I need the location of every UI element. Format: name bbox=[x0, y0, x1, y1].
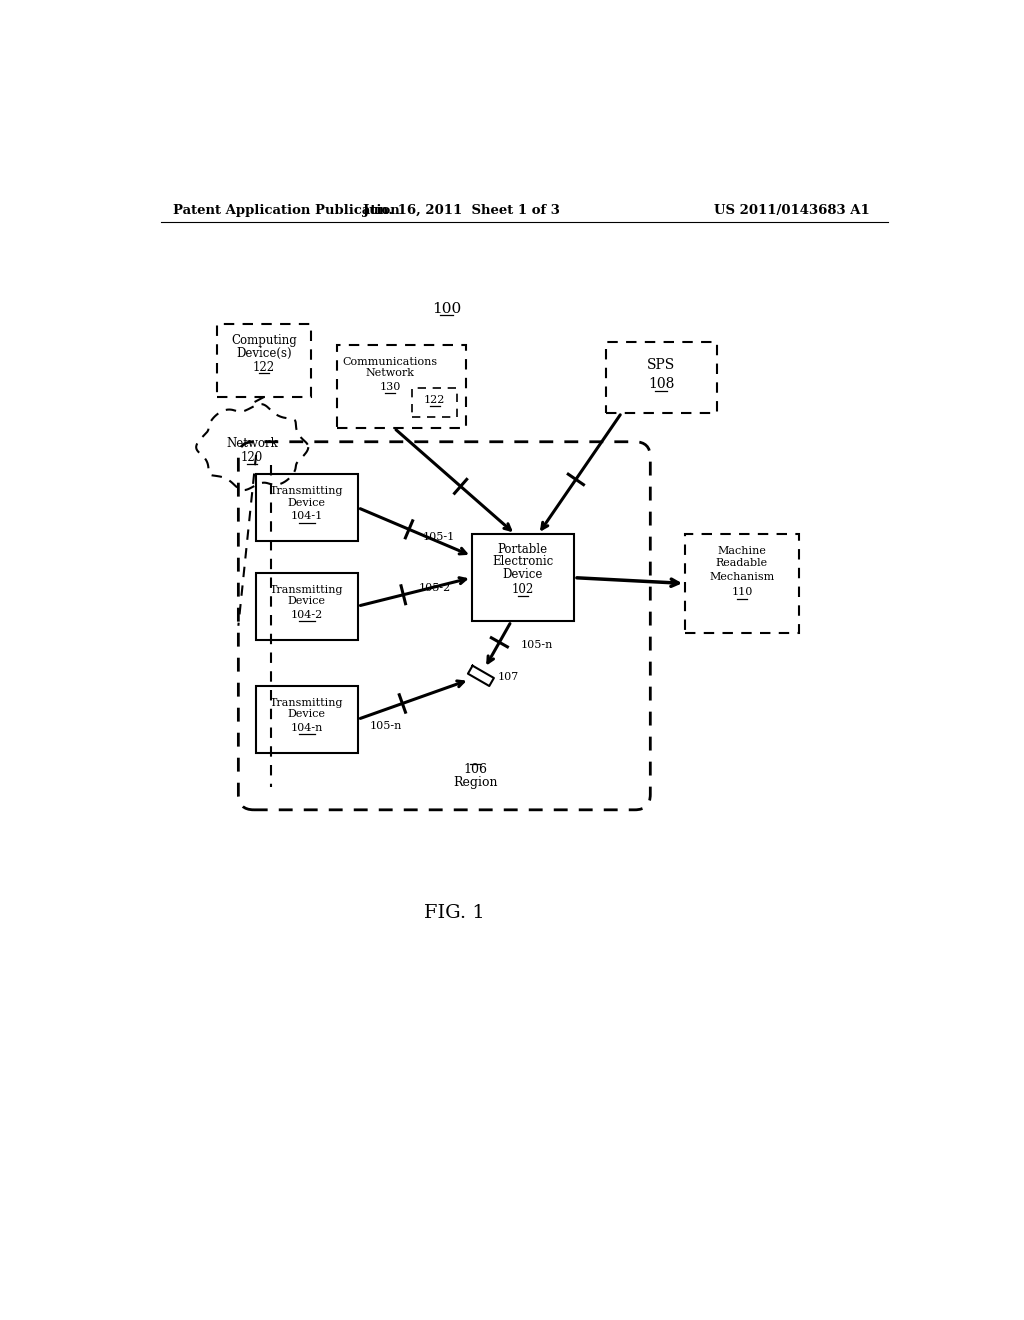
Text: Readable: Readable bbox=[716, 558, 768, 569]
Bar bbox=[256, 474, 357, 541]
Text: SPS: SPS bbox=[647, 358, 676, 372]
Text: Portable: Portable bbox=[498, 543, 548, 556]
Text: 107: 107 bbox=[498, 672, 519, 682]
Text: Communications: Communications bbox=[342, 356, 437, 367]
Text: 104-2: 104-2 bbox=[291, 610, 323, 620]
Text: Device(s): Device(s) bbox=[236, 347, 292, 360]
Text: Network: Network bbox=[366, 368, 415, 379]
Text: US 2011/0143683 A1: US 2011/0143683 A1 bbox=[714, 205, 869, 218]
Bar bbox=[217, 323, 310, 397]
Text: 130: 130 bbox=[379, 381, 400, 392]
Text: 110: 110 bbox=[731, 587, 753, 597]
Text: 104-1: 104-1 bbox=[291, 511, 323, 521]
Text: Region: Region bbox=[453, 776, 498, 789]
Bar bbox=[337, 345, 466, 428]
Text: 104-n: 104-n bbox=[291, 723, 324, 733]
Text: 105-2: 105-2 bbox=[419, 583, 451, 593]
Bar bbox=[472, 535, 574, 622]
Text: Transmitting: Transmitting bbox=[270, 486, 344, 496]
Text: Device: Device bbox=[503, 568, 543, 581]
Text: 105-n: 105-n bbox=[520, 640, 553, 649]
Bar bbox=[606, 342, 717, 412]
Bar bbox=[413, 388, 457, 417]
Text: Transmitting: Transmitting bbox=[270, 585, 344, 594]
Text: 105-1: 105-1 bbox=[423, 532, 456, 541]
Text: Mechanism: Mechanism bbox=[710, 572, 774, 582]
Text: Machine: Machine bbox=[718, 546, 766, 556]
Text: FIG. 1: FIG. 1 bbox=[424, 904, 484, 921]
Text: Device: Device bbox=[288, 709, 326, 719]
Bar bbox=[256, 573, 357, 640]
Text: Device: Device bbox=[288, 498, 326, 508]
Text: 102: 102 bbox=[512, 583, 534, 597]
Text: 100: 100 bbox=[432, 301, 461, 315]
Bar bbox=[685, 535, 799, 632]
Text: 120: 120 bbox=[241, 451, 263, 465]
Text: 106: 106 bbox=[463, 763, 487, 776]
Bar bbox=[256, 686, 357, 752]
Text: Device: Device bbox=[288, 597, 326, 606]
Text: 122: 122 bbox=[253, 360, 274, 374]
Polygon shape bbox=[468, 665, 494, 686]
Text: Computing: Computing bbox=[230, 334, 297, 347]
Text: Transmitting: Transmitting bbox=[270, 698, 344, 708]
Text: Patent Application Publication: Patent Application Publication bbox=[173, 205, 399, 218]
Text: 122: 122 bbox=[424, 395, 445, 405]
Text: 108: 108 bbox=[648, 378, 675, 391]
Text: Jun. 16, 2011  Sheet 1 of 3: Jun. 16, 2011 Sheet 1 of 3 bbox=[364, 205, 560, 218]
Text: Electronic: Electronic bbox=[493, 556, 554, 569]
Text: 105-n: 105-n bbox=[370, 721, 401, 730]
Text: Network: Network bbox=[226, 437, 279, 450]
